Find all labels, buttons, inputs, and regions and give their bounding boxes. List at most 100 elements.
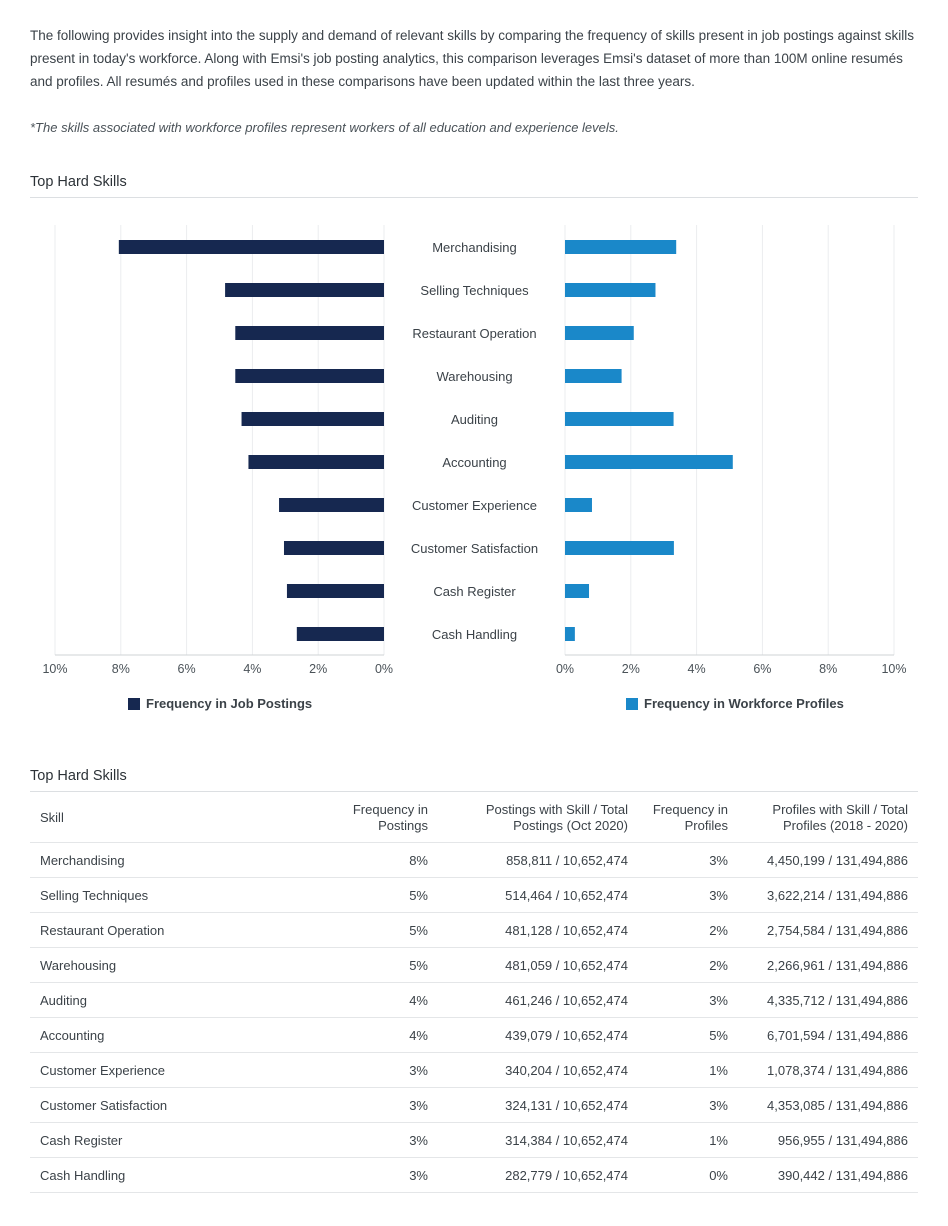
- cell-frequency-postings: 5%: [320, 947, 438, 983]
- cell-frequency-profiles: 0%: [638, 1157, 738, 1193]
- header-frequency-postings: Frequency in Postings: [320, 794, 438, 843]
- cell-skill: Auditing: [30, 982, 320, 1018]
- table-row: Cash Handling 3% 282,779 / 10,652,474 0% 390…: [30, 1157, 918, 1193]
- table-row: Customer Satisfaction 3% 324,131 / 10,652,…: [30, 1087, 918, 1123]
- category-label: Auditing: [451, 412, 498, 427]
- cell-frequency-profiles: 1%: [638, 1122, 738, 1158]
- header-frequency-profiles: Frequency in Profiles: [638, 794, 738, 843]
- postings-bar: [248, 455, 384, 469]
- profiles-bar: [565, 541, 674, 555]
- cell-profiles-count: 1,078,374 / 131,494,886: [738, 1052, 918, 1088]
- category-label: Customer Satisfaction: [411, 541, 538, 556]
- category-label: Customer Experience: [412, 498, 537, 513]
- postings-bar: [225, 283, 384, 297]
- profiles-bar: [565, 498, 592, 512]
- profiles-bar: [565, 627, 575, 641]
- left-tick-label: 6%: [178, 662, 196, 676]
- cell-postings-count: 514,464 / 10,652,474: [438, 877, 638, 913]
- table-row: Warehousing 5% 481,059 / 10,652,474 2% 2,266…: [30, 947, 918, 983]
- chart-section-title: Top Hard Skills: [30, 174, 918, 198]
- cell-postings-count: 340,204 / 10,652,474: [438, 1052, 638, 1088]
- table-row: Restaurant Operation 5% 481,128 / 10,652,4…: [30, 912, 918, 948]
- cell-skill: Customer Experience: [30, 1052, 320, 1088]
- legend-postings-label: Frequency in Job Postings: [146, 696, 313, 711]
- category-label: Warehousing: [436, 369, 512, 384]
- postings-bar: [283, 541, 384, 555]
- category-label: Restaurant Operation: [412, 326, 536, 341]
- postings-bar: [235, 369, 384, 383]
- postings-bar: [286, 584, 384, 598]
- cell-frequency-profiles: 3%: [638, 982, 738, 1018]
- profiles-bar: [565, 455, 733, 469]
- cell-skill: Restaurant Operation: [30, 912, 320, 948]
- cell-postings-count: 858,811 / 10,652,474: [438, 842, 638, 878]
- category-label: Cash Register: [433, 584, 516, 599]
- legend-postings-swatch: [128, 697, 140, 710]
- cell-frequency-postings: 8%: [320, 842, 438, 878]
- cell-postings-count: 461,246 / 10,652,474: [438, 982, 638, 1018]
- cell-profiles-count: 2,754,584 / 131,494,886: [738, 912, 918, 948]
- legend-profiles[interactable]: Frequency in Workforce Profiles: [626, 696, 844, 711]
- profiles-bar: [565, 240, 677, 254]
- cell-profiles-count: 4,353,085 / 131,494,886: [738, 1087, 918, 1123]
- cell-profiles-count: 3,622,214 / 131,494,886: [738, 877, 918, 913]
- cell-profiles-count: 6,701,594 / 131,494,886: [738, 1017, 918, 1053]
- category-label: Selling Techniques: [420, 283, 529, 298]
- cell-frequency-profiles: 2%: [638, 947, 738, 983]
- workforce-note: *The skills associated with workforce pr…: [30, 120, 619, 135]
- cell-frequency-postings: 5%: [320, 877, 438, 913]
- category-label: Merchandising: [432, 240, 517, 255]
- legend-profiles-label: Frequency in Workforce Profiles: [644, 696, 844, 711]
- cell-profiles-count: 4,335,712 / 131,494,886: [738, 982, 918, 1018]
- right-tick-label: 10%: [881, 662, 906, 676]
- postings-bar: [279, 498, 384, 512]
- table-row: Accounting 4% 439,079 / 10,652,474 5% 6,701,…: [30, 1017, 918, 1053]
- legend-postings[interactable]: Frequency in Job Postings: [128, 696, 312, 711]
- intro-paragraph: The following provides insight into the …: [30, 28, 914, 89]
- postings-bar: [296, 627, 384, 641]
- cell-skill: Customer Satisfaction: [30, 1087, 320, 1123]
- legend-profiles-swatch: [626, 697, 638, 710]
- cell-postings-count: 314,384 / 10,652,474: [438, 1122, 638, 1158]
- cell-profiles-count: 4,450,199 / 131,494,886: [738, 842, 918, 878]
- table-row: Merchandising 8% 858,811 / 10,652,474 3% 4,4…: [30, 842, 918, 878]
- skills-table: Skill Frequency in Postings Postings wit…: [30, 794, 918, 1193]
- cell-postings-count: 324,131 / 10,652,474: [438, 1087, 638, 1123]
- cell-postings-count: 439,079 / 10,652,474: [438, 1017, 638, 1053]
- cell-frequency-postings: 5%: [320, 912, 438, 948]
- right-tick-label: 0%: [556, 662, 574, 676]
- profiles-bar: [565, 584, 590, 598]
- table-row: Cash Register 3% 314,384 / 10,652,474 1% 956…: [30, 1122, 918, 1158]
- right-tick-label: 8%: [819, 662, 837, 676]
- left-tick-label: 2%: [309, 662, 327, 676]
- right-tick-label: 2%: [622, 662, 640, 676]
- header-profiles-count: Profiles with Skill / Total Profiles (20…: [738, 794, 918, 843]
- cell-frequency-profiles: 5%: [638, 1017, 738, 1053]
- postings-bar: [118, 240, 385, 254]
- cell-frequency-profiles: 2%: [638, 912, 738, 948]
- cell-skill: Accounting: [30, 1017, 320, 1053]
- cell-skill: Cash Handling: [30, 1157, 320, 1193]
- cell-frequency-postings: 3%: [320, 1122, 438, 1158]
- cell-profiles-count: 956,955 / 131,494,886: [738, 1122, 918, 1158]
- cell-profiles-count: 390,442 / 131,494,886: [738, 1157, 918, 1193]
- cell-frequency-profiles: 1%: [638, 1052, 738, 1088]
- left-tick-label: 4%: [243, 662, 261, 676]
- profiles-bar: [565, 326, 634, 340]
- cell-skill: Merchandising: [30, 842, 320, 878]
- profiles-bar: [565, 283, 656, 297]
- cell-frequency-profiles: 3%: [638, 1087, 738, 1123]
- cell-postings-count: 481,059 / 10,652,474: [438, 947, 638, 983]
- left-tick-label: 0%: [375, 662, 393, 676]
- table-header-row: Skill Frequency in Postings Postings wit…: [30, 794, 918, 843]
- header-skill: Skill: [30, 794, 320, 843]
- cell-frequency-postings: 4%: [320, 982, 438, 1018]
- cell-profiles-count: 2,266,961 / 131,494,886: [738, 947, 918, 983]
- cell-frequency-postings: 3%: [320, 1087, 438, 1123]
- cell-frequency-profiles: 3%: [638, 877, 738, 913]
- right-tick-label: 4%: [688, 662, 706, 676]
- cell-skill: Selling Techniques: [30, 877, 320, 913]
- left-tick-label: 8%: [112, 662, 130, 676]
- cell-postings-count: 282,779 / 10,652,474: [438, 1157, 638, 1193]
- header-postings-count: Postings with Skill / Total Postings (Oc…: [438, 794, 638, 843]
